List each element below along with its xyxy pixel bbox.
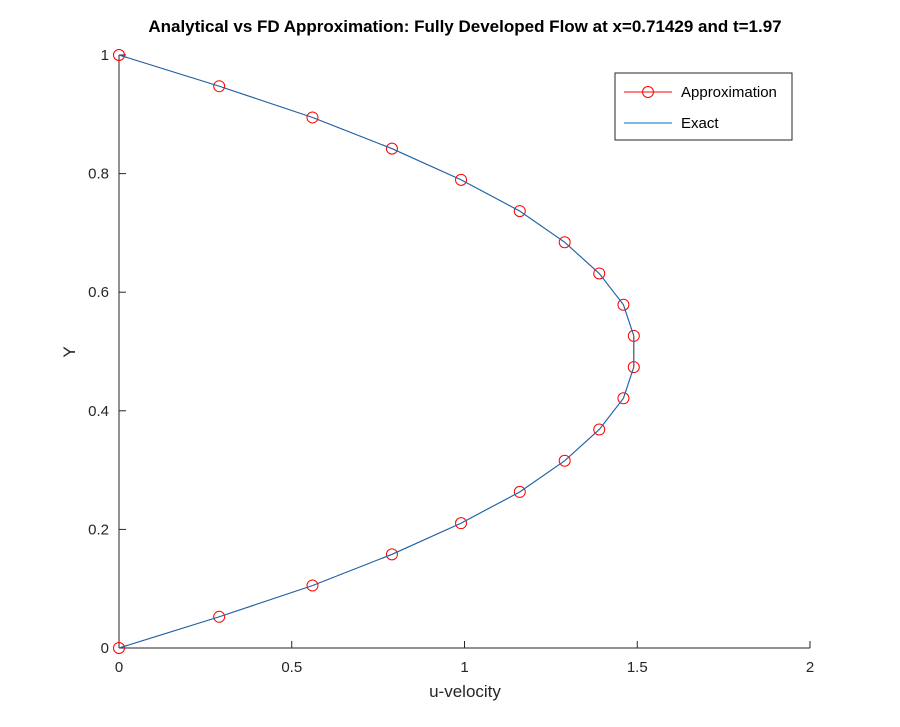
legend: Approximation Exact	[614, 72, 793, 141]
legend-approximation-label: Approximation	[681, 84, 777, 101]
x-tick-label: 1.5	[627, 659, 648, 676]
series-point-approximation	[617, 298, 630, 311]
series-line-approximation	[118, 54, 635, 649]
y-ticks: 0 0.2 0.4 0.6 0.8 1	[88, 47, 126, 657]
series-point-approximation	[385, 548, 398, 561]
chart-title: Analytical vs FD Approximation: Fully De…	[148, 17, 781, 36]
series-point-approximation	[113, 642, 125, 654]
y-tick-label: 0	[101, 640, 109, 657]
series-point-approximation	[558, 236, 571, 249]
series-point-approximation	[213, 80, 226, 93]
y-tick-label: 0.2	[88, 521, 109, 538]
x-tick-label: 1	[460, 659, 468, 676]
x-tick-label: 0.5	[281, 659, 302, 676]
y-tick-label: 1	[101, 47, 109, 64]
series-point-approximation	[306, 111, 319, 124]
y-axis-title: Y	[60, 346, 79, 357]
y-tick-label: 0.6	[88, 284, 109, 301]
series-point-approximation	[513, 485, 526, 498]
series-point-approximation	[593, 423, 606, 436]
x-tick-label: 0	[115, 659, 123, 676]
series-point-approximation	[617, 392, 630, 405]
legend-exact-label: Exact	[681, 115, 719, 132]
legend-box	[614, 72, 793, 141]
series-point-approximation	[513, 205, 526, 218]
y-tick-label: 0.8	[88, 166, 109, 183]
x-tick-label: 2	[806, 659, 814, 676]
legend-approximation-marker	[642, 86, 654, 98]
series-point-approximation	[385, 142, 398, 155]
series-layer	[113, 49, 640, 654]
series-point-approximation	[593, 267, 606, 280]
series-point-approximation	[455, 173, 468, 186]
x-ticks: 0 0.5 1 1.5 2	[115, 641, 814, 676]
y-tick-label: 0.4	[88, 403, 109, 420]
x-axis-title: u-velocity	[429, 682, 501, 701]
series-point-approximation	[558, 454, 571, 467]
plot-area: 0 0.5 1 1.5 2 0 0.2 0.4 0.6 0.8 1	[88, 47, 814, 676]
series-point-approximation	[306, 579, 319, 592]
series-point-approximation	[455, 517, 468, 530]
series-point-approximation	[213, 610, 226, 623]
series-point-approximation	[113, 49, 125, 61]
series-line-exact	[118, 54, 635, 649]
